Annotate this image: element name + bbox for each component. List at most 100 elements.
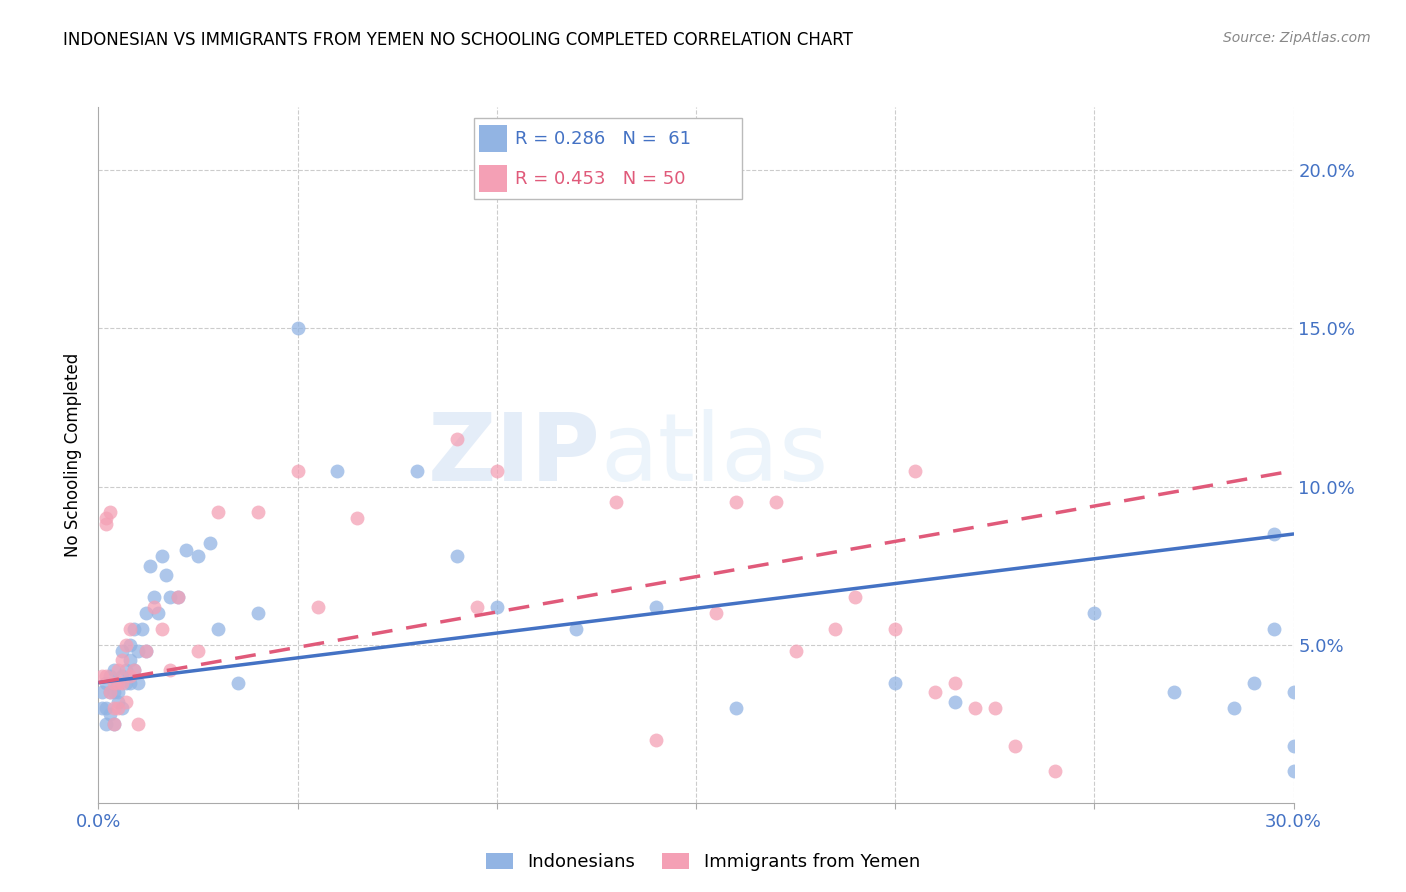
Point (346, 511, 368, 525)
Point (100, 685, 122, 699)
Point (406, 464, 429, 478)
Point (167, 591, 190, 605)
Point (1282, 685, 1305, 699)
Point (115, 638, 138, 652)
Text: Source: ZipAtlas.com: Source: ZipAtlas.com (1223, 31, 1371, 45)
Point (111, 644, 134, 658)
Point (645, 599, 668, 614)
Point (924, 685, 946, 699)
Point (111, 701, 134, 715)
Point (159, 663, 181, 677)
FancyBboxPatch shape (479, 125, 506, 153)
Point (1263, 527, 1285, 541)
Point (207, 622, 229, 636)
Point (139, 558, 162, 573)
Point (111, 675, 134, 690)
Point (785, 644, 807, 658)
FancyBboxPatch shape (479, 165, 506, 192)
Text: R = 0.453   N = 50: R = 0.453 N = 50 (515, 169, 685, 187)
Point (1282, 739, 1305, 753)
Point (174, 542, 197, 557)
Point (120, 675, 142, 690)
Point (103, 701, 125, 715)
Point (96, 701, 118, 715)
Point (103, 675, 125, 690)
Text: ZIP: ZIP (427, 409, 600, 501)
Point (824, 622, 846, 636)
Point (724, 495, 747, 509)
Text: R = 0.286   N =  61: R = 0.286 N = 61 (515, 130, 690, 148)
Point (485, 464, 508, 478)
Point (150, 622, 173, 636)
Point (143, 591, 166, 605)
Point (103, 716, 125, 731)
Point (91, 685, 114, 699)
Point (107, 701, 129, 715)
Point (91, 701, 114, 715)
Point (287, 464, 309, 478)
Point (198, 536, 221, 550)
Point (155, 568, 177, 582)
Point (100, 685, 122, 699)
Point (103, 663, 125, 677)
Point (107, 685, 129, 699)
Point (100, 669, 122, 683)
Point (246, 606, 269, 620)
Point (943, 695, 966, 709)
Point (645, 732, 668, 747)
Text: INDONESIAN VS IMMIGRANTS FROM YEMEN NO SCHOOLING COMPLETED CORRELATION CHART: INDONESIAN VS IMMIGRANTS FROM YEMEN NO S… (63, 31, 853, 49)
Point (187, 549, 209, 563)
Point (1222, 701, 1246, 715)
Point (446, 549, 468, 563)
Point (465, 599, 488, 614)
Point (884, 675, 907, 690)
Point (124, 663, 146, 677)
Point (984, 701, 1007, 715)
Point (143, 599, 166, 614)
Point (107, 675, 129, 690)
Point (1004, 739, 1026, 753)
Point (724, 701, 747, 715)
Point (135, 644, 157, 658)
Point (115, 663, 138, 677)
Point (565, 622, 588, 636)
Point (115, 675, 138, 690)
Point (904, 464, 927, 478)
Point (135, 606, 157, 620)
Point (91, 669, 114, 683)
Point (844, 591, 866, 605)
Y-axis label: No Schooling Completed: No Schooling Completed (65, 353, 83, 557)
Point (115, 695, 138, 709)
Point (287, 321, 309, 335)
FancyBboxPatch shape (474, 118, 742, 199)
Point (107, 663, 129, 677)
Point (107, 675, 129, 690)
Point (100, 505, 122, 519)
Point (187, 644, 209, 658)
Point (120, 622, 142, 636)
Point (111, 669, 134, 683)
Text: atlas: atlas (600, 409, 828, 501)
Point (207, 505, 229, 519)
Point (103, 716, 125, 731)
Point (148, 606, 170, 620)
Point (1163, 685, 1185, 699)
Point (307, 599, 329, 614)
Point (1263, 622, 1285, 636)
Point (326, 464, 349, 478)
Point (1243, 675, 1265, 690)
Point (446, 432, 468, 446)
Point (96, 675, 118, 690)
Point (111, 653, 134, 667)
Point (120, 638, 142, 652)
Point (485, 599, 508, 614)
Point (127, 675, 149, 690)
Point (1282, 764, 1305, 779)
Point (704, 606, 727, 620)
Point (246, 505, 269, 519)
Point (124, 622, 146, 636)
Point (884, 622, 907, 636)
Point (605, 495, 627, 509)
Point (150, 549, 173, 563)
Point (124, 663, 146, 677)
